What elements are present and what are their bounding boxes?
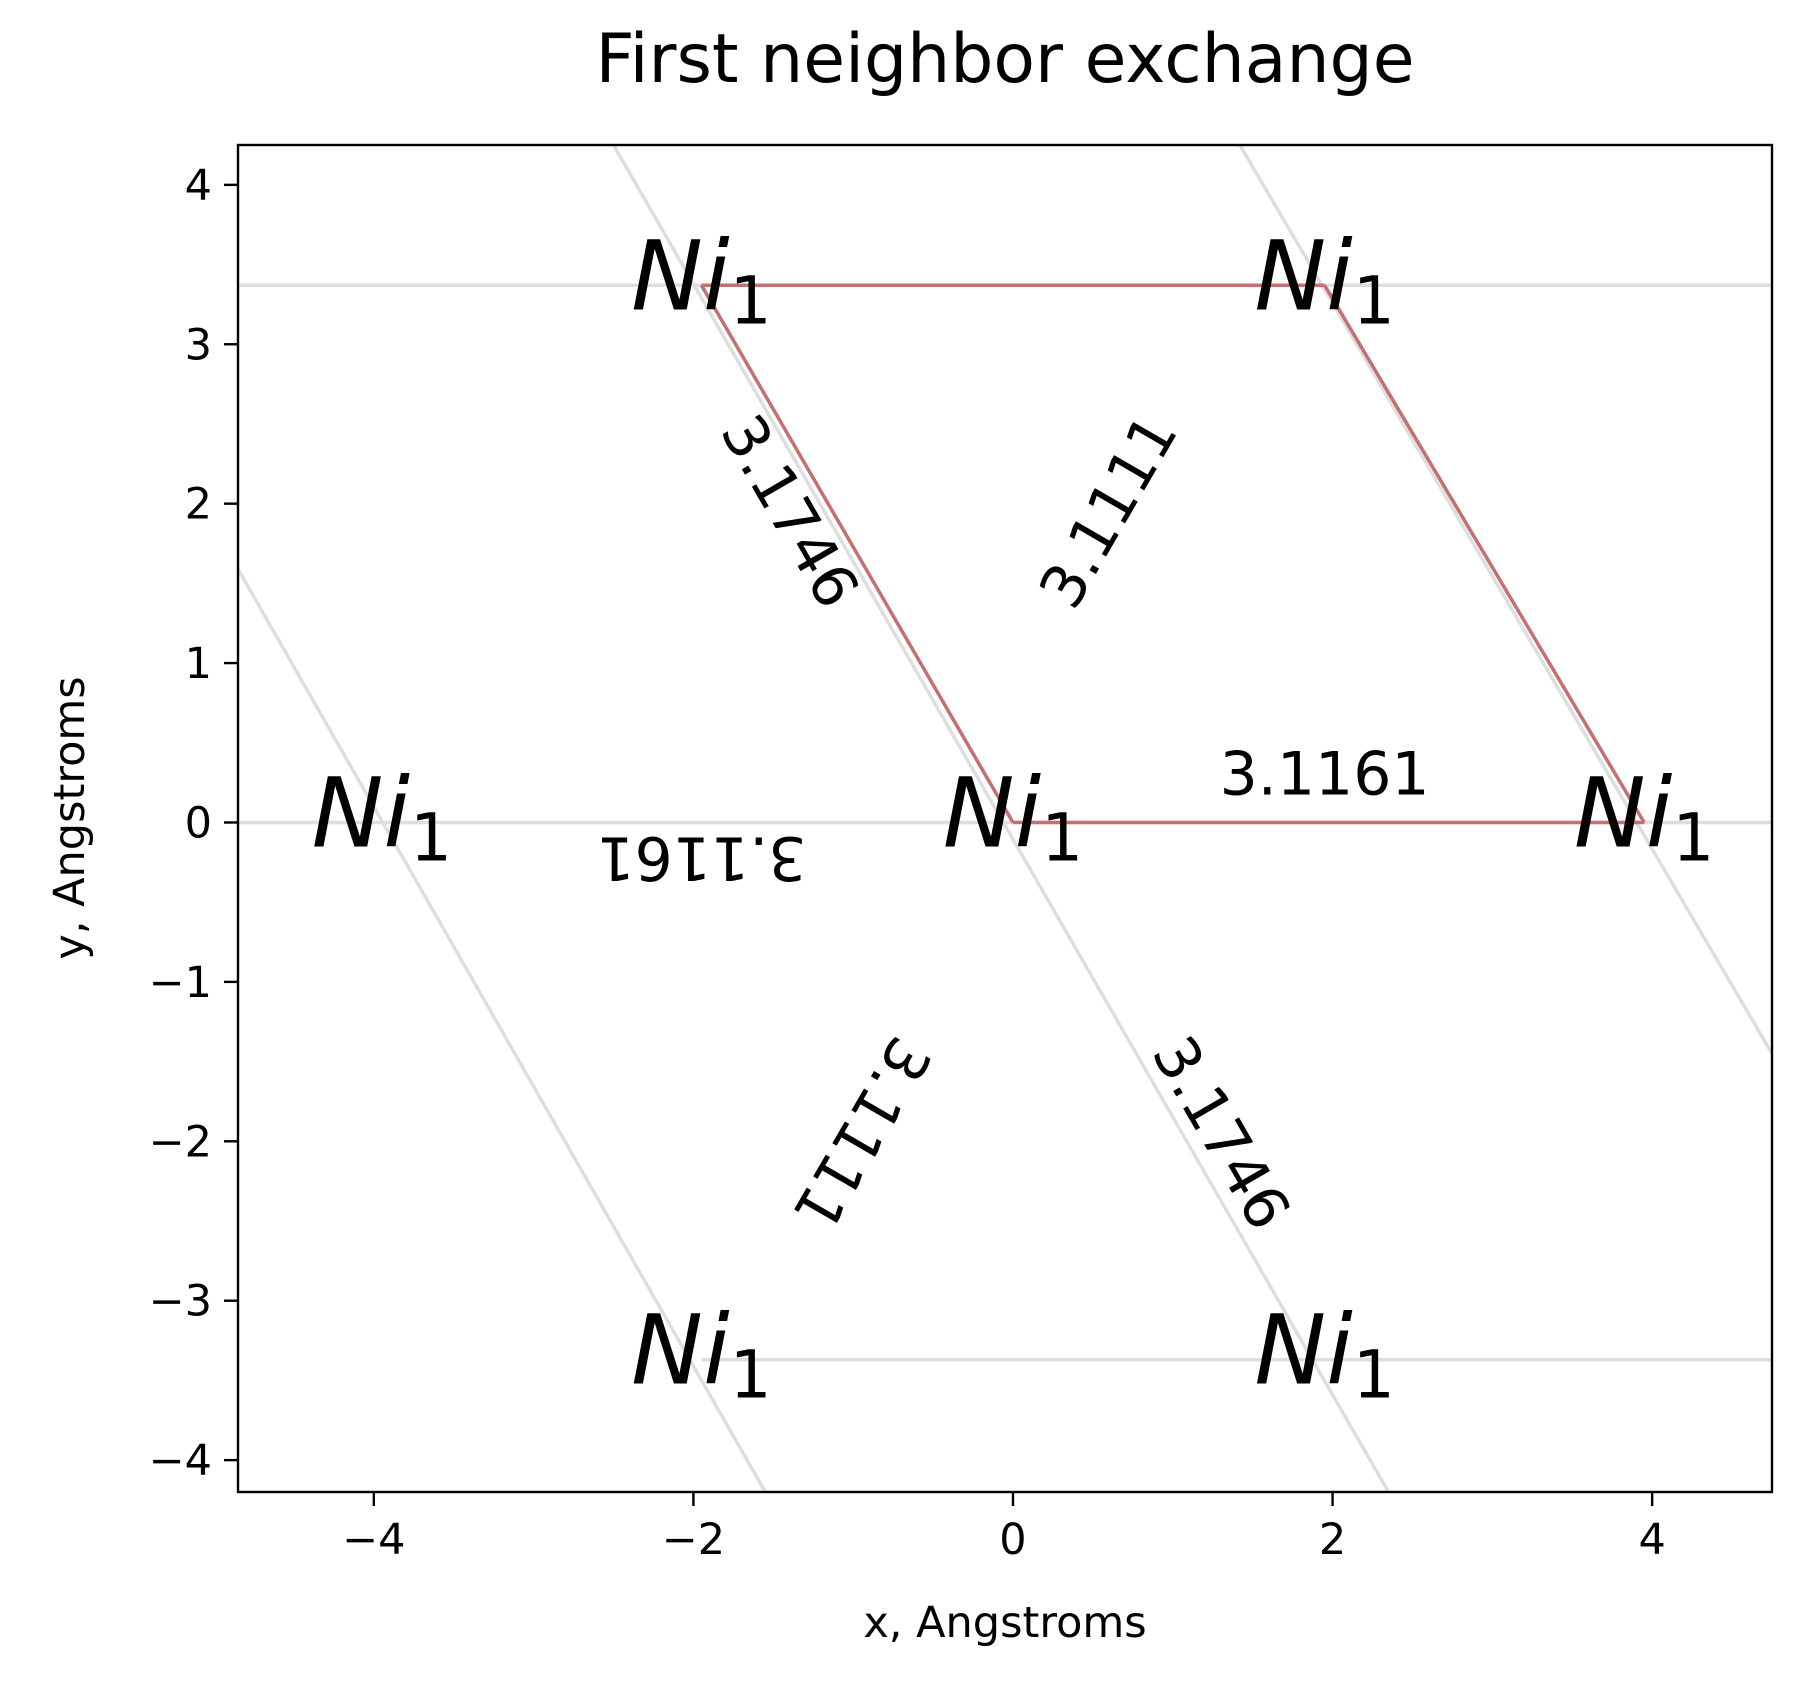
distance-label: 3.1161 [596, 823, 806, 893]
atom-labels: Ni1 Ni1 Ni1 Ni1 Ni1 Ni1 Ni1 [312, 220, 1715, 1413]
y-tick-label: −4 [149, 1436, 212, 1486]
exchange-bond [699, 284, 1015, 824]
y-tick-label: 2 [185, 480, 212, 530]
x-tick-label: 0 [999, 1515, 1026, 1565]
plot-frame [236, 143, 1774, 1494]
chart-title: First neighbor exchange [595, 20, 1414, 99]
x-axis-label: x, Angstroms [863, 1598, 1146, 1648]
y-tick-label: −1 [149, 958, 212, 1008]
y-axis-label: y, Angstroms [45, 676, 95, 959]
atom-label: Ni1 [943, 757, 1083, 876]
x-tick-label: −2 [662, 1515, 725, 1565]
x-axis-ticks: −4 −2 0 2 4 [342, 1492, 1666, 1565]
lattice-line [1238, 145, 1772, 1055]
y-tick-label: 1 [185, 639, 212, 689]
distance-label: 3.1746 [1138, 1025, 1304, 1242]
y-tick-label: −3 [149, 1277, 212, 1327]
atom-label: Ni1 [631, 1295, 771, 1414]
y-tick-label: −2 [149, 1117, 212, 1167]
atom-label: Ni1 [1574, 757, 1714, 876]
exchange-bond [1323, 284, 1646, 824]
y-axis-ticks: −4 −3 −2 −1 0 1 2 3 4 [149, 161, 238, 1486]
atom-label: Ni1 [1254, 220, 1394, 339]
distance-label: 3.1161 [1220, 740, 1430, 810]
lattice-line [611, 145, 1391, 1492]
exchange-bonds [699, 283, 1646, 825]
lattice-line [238, 568, 767, 1492]
distance-label: 3.1111 [1026, 403, 1192, 620]
atom-label: Ni1 [1254, 1295, 1394, 1414]
y-tick-label: 3 [185, 320, 212, 370]
x-tick-label: 2 [1319, 1515, 1346, 1565]
distance-label: 3.1111 [778, 1025, 944, 1242]
x-tick-label: −4 [342, 1515, 405, 1565]
y-tick-label: 4 [185, 161, 212, 211]
atom-label: Ni1 [631, 220, 771, 339]
atom-label: Ni1 [312, 757, 452, 876]
x-tick-label: 4 [1638, 1515, 1665, 1565]
y-tick-label: 0 [185, 798, 212, 848]
